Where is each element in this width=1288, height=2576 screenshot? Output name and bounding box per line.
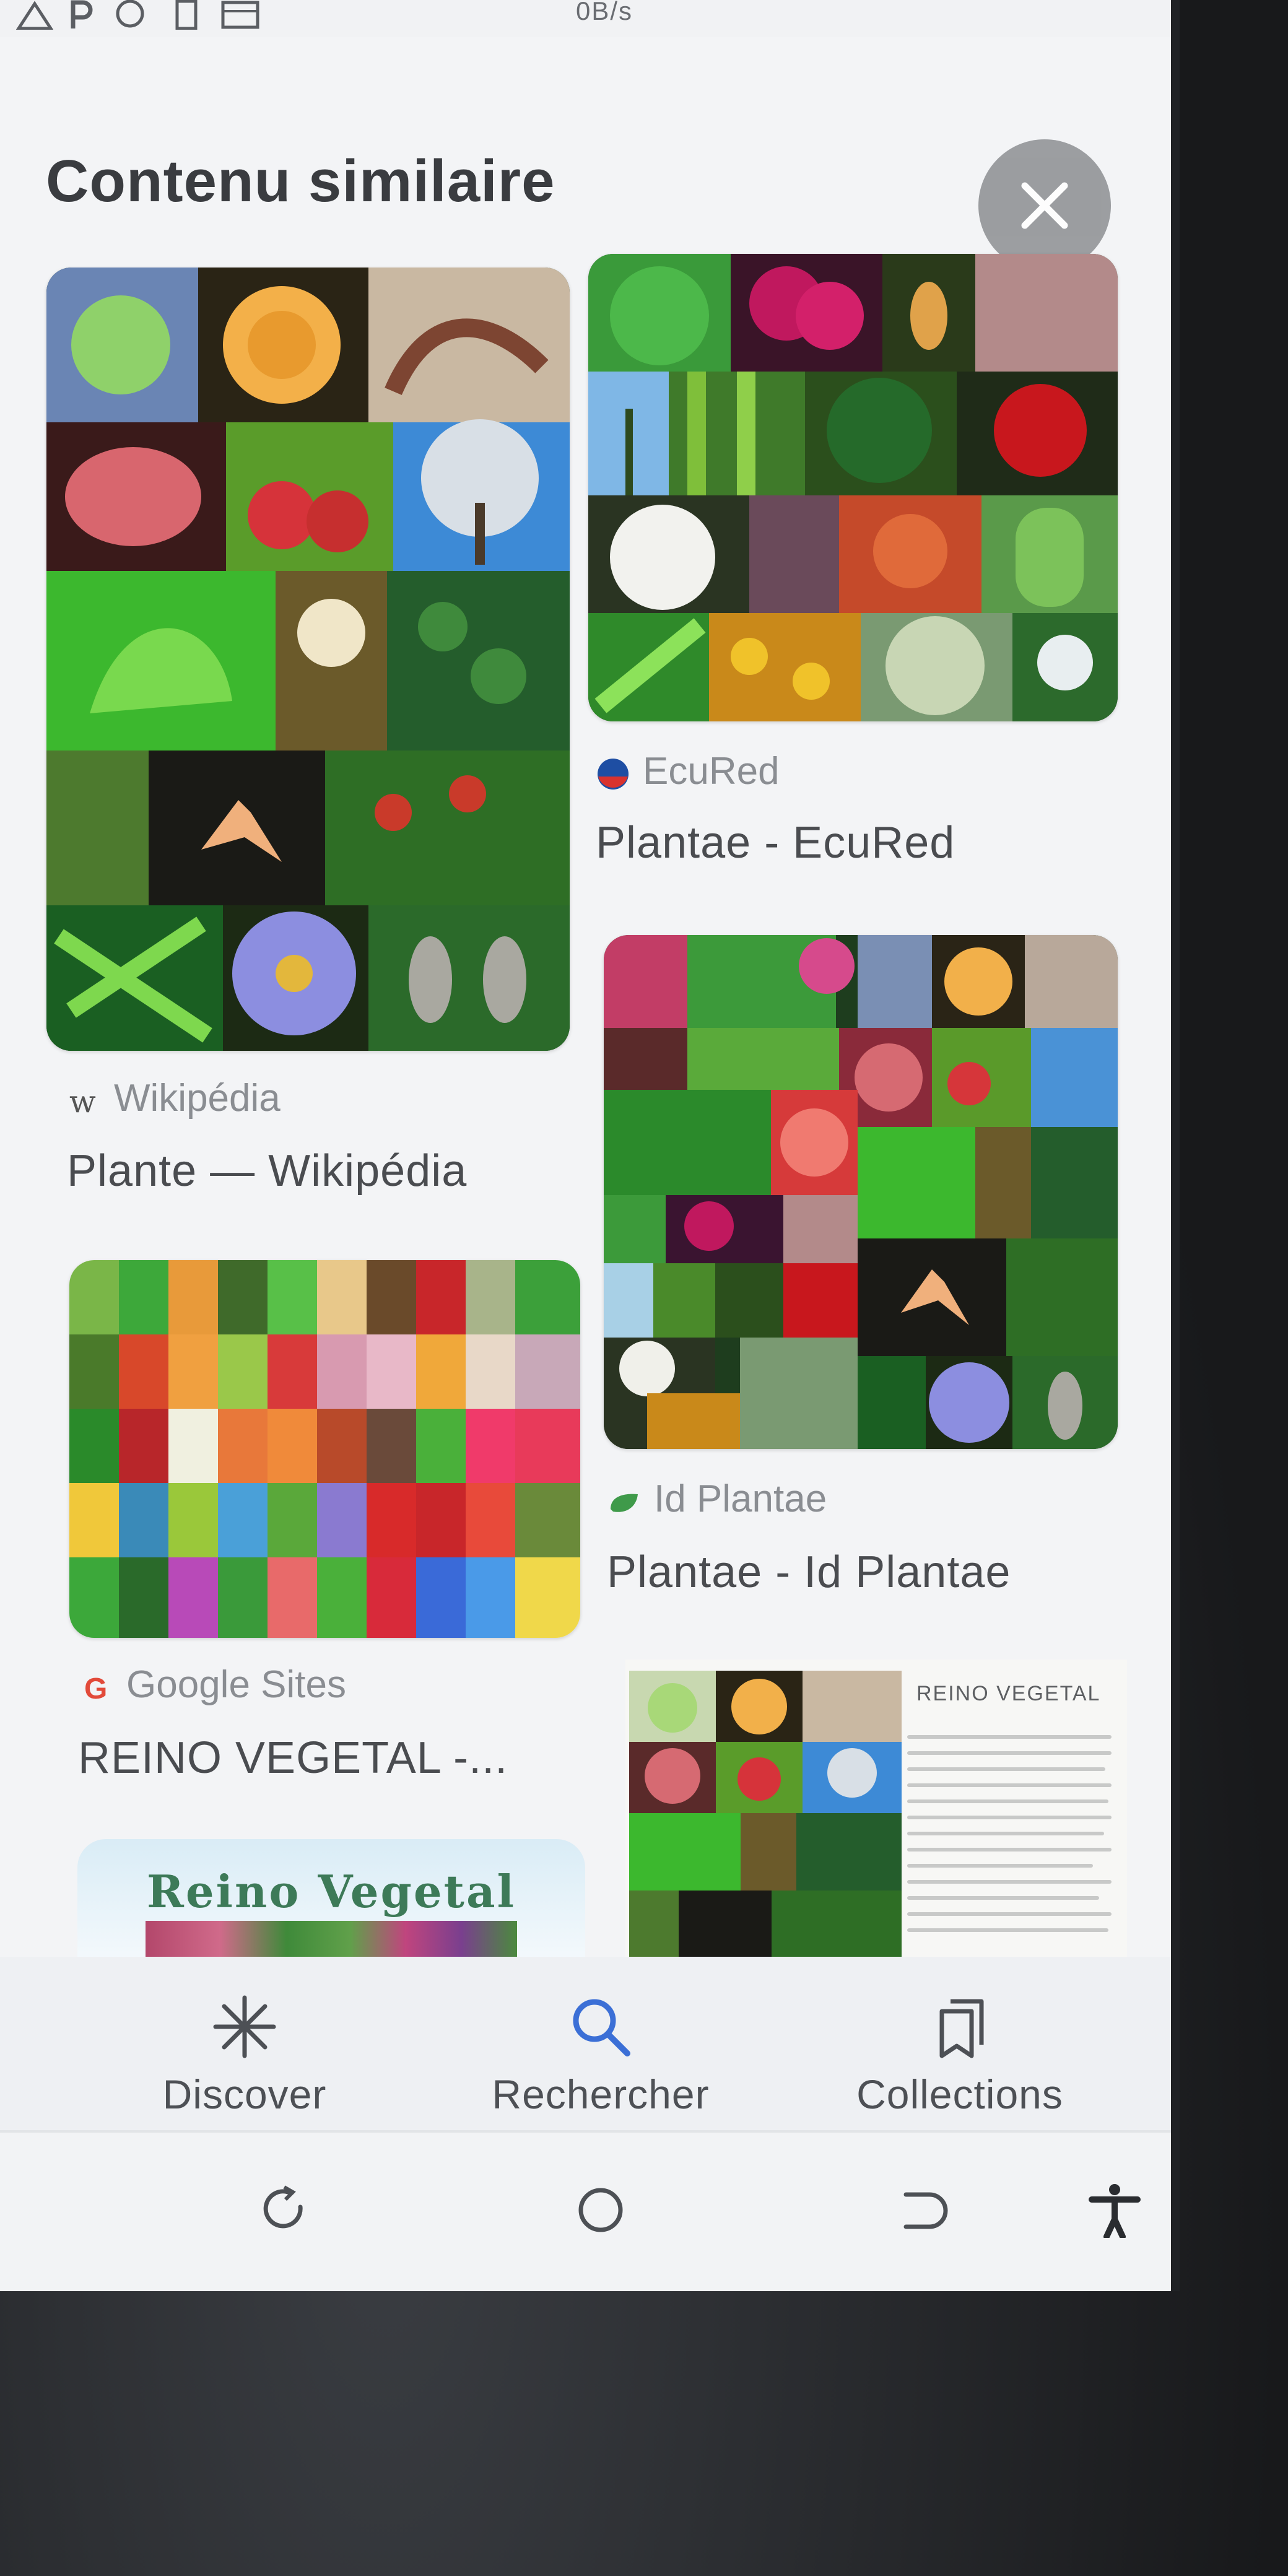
network-speed: 0B/s bbox=[576, 0, 633, 25]
banner-title: Reino Vegetal bbox=[147, 1865, 516, 1918]
alert-triangle-icon bbox=[15, 0, 54, 30]
accessibility-button[interactable] bbox=[1087, 2182, 1142, 2241]
result-image-google-sites[interactable] bbox=[69, 1260, 580, 1638]
google-g-icon: G bbox=[79, 1670, 114, 1705]
back-icon bbox=[903, 2192, 948, 2229]
home-icon bbox=[578, 2188, 623, 2232]
ecured-logo-icon bbox=[596, 757, 630, 791]
nav-collections-label: Collections bbox=[856, 2071, 1063, 2117]
result-caption-google-sites[interactable]: REINO VEGETAL -... bbox=[78, 1733, 508, 1783]
svg-text:w: w bbox=[69, 1084, 96, 1118]
nav-rechercher[interactable]: Rechercher bbox=[471, 1993, 731, 2118]
result-caption-wikipedia[interactable]: Plante — Wikipédia bbox=[67, 1146, 468, 1196]
result-source-ecured: EcuRed bbox=[596, 749, 780, 793]
collections-icon bbox=[939, 1999, 984, 2058]
whatsapp-icon bbox=[111, 0, 149, 30]
asterisk-icon bbox=[213, 1995, 276, 2058]
battery-icon bbox=[173, 0, 201, 30]
result-source-id-plantae: Id Plantae bbox=[607, 1477, 827, 1521]
recent-apps-icon bbox=[263, 2185, 303, 2229]
system-navigation-bar bbox=[0, 2130, 1171, 2291]
recent-apps-button[interactable] bbox=[257, 2182, 313, 2241]
nav-collections[interactable]: Collections bbox=[830, 1993, 1090, 2118]
wikipedia-w-icon: w bbox=[67, 1084, 102, 1120]
result-source-wikipedia: w Wikipédia bbox=[67, 1076, 281, 1120]
result-caption-id-plantae[interactable]: Plantae - Id Plantae bbox=[607, 1547, 1011, 1597]
home-button[interactable] bbox=[573, 2182, 629, 2241]
doc-title: REINO VEGETAL bbox=[916, 1682, 1101, 1705]
banner-image-strip bbox=[146, 1921, 517, 1963]
leaf-icon bbox=[607, 1484, 642, 1519]
result-image-id-plantae[interactable] bbox=[604, 935, 1118, 1449]
result-source-google-sites: G Google Sites bbox=[79, 1663, 346, 1707]
phone-screen: 0B/s Contenu similaire bbox=[0, 0, 1180, 2291]
screen-content: 0B/s Contenu similaire bbox=[0, 0, 1171, 2291]
result-image-ecured[interactable] bbox=[588, 254, 1118, 721]
result-caption-ecured[interactable]: Plantae - EcuRed bbox=[596, 818, 955, 868]
screen-icon bbox=[220, 0, 260, 30]
panel-title: Contenu similaire bbox=[46, 148, 555, 214]
search-icon bbox=[573, 1999, 630, 2056]
status-bar: 0B/s bbox=[0, 0, 1171, 37]
result-image-reino-vegetal-banner[interactable]: Reino Vegetal bbox=[77, 1839, 585, 1963]
result-image-wikipedia[interactable] bbox=[46, 268, 570, 1051]
nav-rechercher-label: Rechercher bbox=[492, 2071, 710, 2117]
close-button[interactable] bbox=[978, 139, 1111, 272]
nav-discover[interactable]: Discover bbox=[142, 1993, 347, 2118]
bottom-navigation: Discover Rechercher Collections bbox=[0, 1957, 1171, 2130]
accessibility-icon bbox=[1089, 2184, 1141, 2240]
result-image-reino-vegetal-doc[interactable]: REINO VEGETAL bbox=[625, 1660, 1127, 1957]
parking-icon bbox=[67, 0, 97, 30]
nav-discover-label: Discover bbox=[162, 2071, 327, 2117]
close-icon bbox=[1021, 182, 1068, 229]
svg-text:G: G bbox=[84, 1673, 107, 1705]
back-button[interactable] bbox=[895, 2182, 951, 2241]
